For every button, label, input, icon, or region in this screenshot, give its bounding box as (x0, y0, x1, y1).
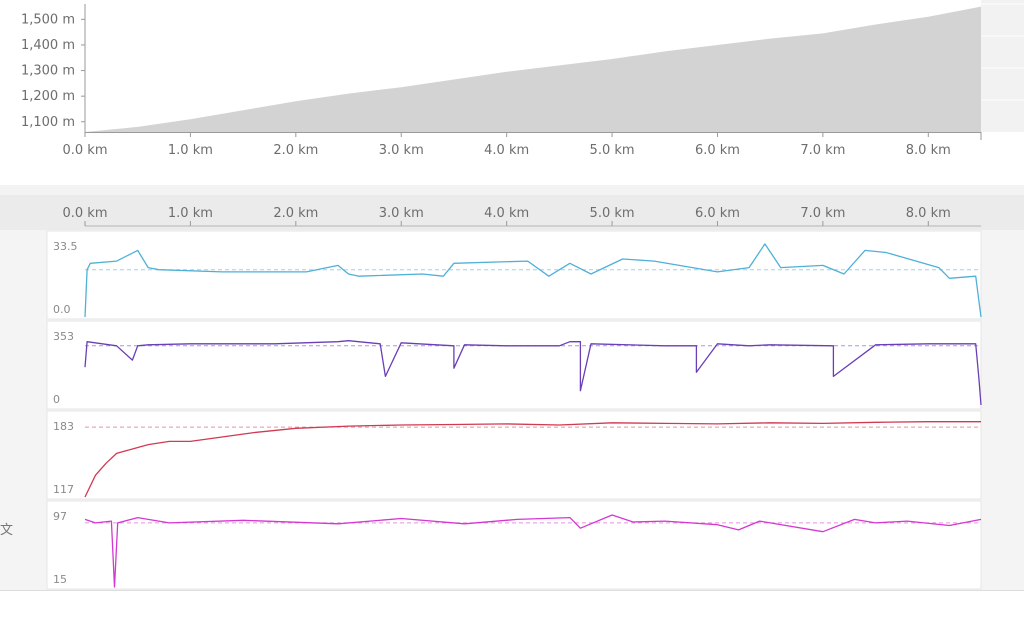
elevation-x-tick-label: 1.0 km (168, 143, 213, 158)
panel-background (46, 320, 982, 410)
panel-y-max-label: 183 (53, 420, 74, 433)
panels-distance-axis: 0.0 km 1.0 km 2.0 km 3.0 km 4.0 km 5.0 km 6.0 … (63, 206, 981, 227)
metric-panel-4: 97 15 (46, 500, 982, 590)
elevation-x-tick-label: 2.0 km (273, 143, 318, 158)
panel-y-min-label: 15 (53, 573, 67, 586)
panel-background (46, 410, 982, 500)
panel-background (46, 230, 982, 320)
panel-series-line (84, 514, 982, 588)
panel-y-max-label: 353 (53, 330, 74, 343)
panels-axis-tick-label: 0.0 km (63, 206, 108, 221)
elevation-area (85, 6, 981, 133)
metric-panel-2: 353 0 (46, 320, 982, 410)
metric-panel-3: 183 117 (46, 410, 982, 500)
elevation-y-tick-label: 1,300 m (21, 64, 75, 79)
panel-series-line (84, 340, 982, 406)
panel-series-line (84, 421, 981, 498)
separator-band (0, 185, 1024, 195)
elevation-x-tick-label: 3.0 km (379, 143, 424, 158)
panels-axis-tick-label: 8.0 km (906, 206, 951, 221)
elevation-profile-chart: 1,500 m 1,400 m 1,300 m 1,200 m 1,100 m 0.0 k… (21, 0, 1024, 158)
elevation-x-tick-label: 4.0 km (484, 143, 529, 158)
panel-y-max-label: 97 (53, 510, 67, 523)
panel-y-min-label: 0 (53, 393, 60, 406)
panel-y-min-label: 117 (53, 483, 74, 496)
elevation-x-tick-label: 7.0 km (800, 143, 845, 158)
elevation-x-tick-label: 5.0 km (590, 143, 635, 158)
panels-axis-tick-label: 1.0 km (168, 206, 213, 221)
elevation-x-tick-label: 6.0 km (695, 143, 740, 158)
panels-axis-tick-label: 7.0 km (800, 206, 845, 221)
panels-axis-tick-label: 3.0 km (379, 206, 424, 221)
metric-panels: 33.5 0.0 353 0 183 117 97 15 (46, 230, 982, 590)
elevation-y-tick-label: 1,500 m (21, 12, 75, 27)
elevation-y-tick-label: 1,200 m (21, 89, 75, 104)
panels-axis-tick-label: 2.0 km (273, 206, 318, 221)
bottom-strip (0, 590, 1024, 619)
panel-y-max-label: 33.5 (53, 240, 78, 253)
elevation-x-tick-label: 0.0 km (63, 143, 108, 158)
metric-panel-1: 33.5 0.0 (46, 230, 982, 320)
panel-series-line (84, 243, 982, 318)
panels-axis-tick-label: 4.0 km (484, 206, 529, 221)
elevation-right-margin (981, 0, 1024, 132)
elevation-y-tick-label: 1,400 m (21, 38, 75, 53)
elevation-x-tick-label: 8.0 km (906, 143, 951, 158)
elevation-y-tick-label: 1,100 m (21, 115, 75, 130)
left-edge-label: 文 (0, 523, 14, 538)
panel-y-min-label: 0.0 (53, 303, 71, 316)
distance-axis-band (0, 195, 1024, 230)
panels-axis-tick-label: 6.0 km (695, 206, 740, 221)
panels-axis-tick-label: 5.0 km (590, 206, 635, 221)
panel-background (46, 500, 982, 590)
